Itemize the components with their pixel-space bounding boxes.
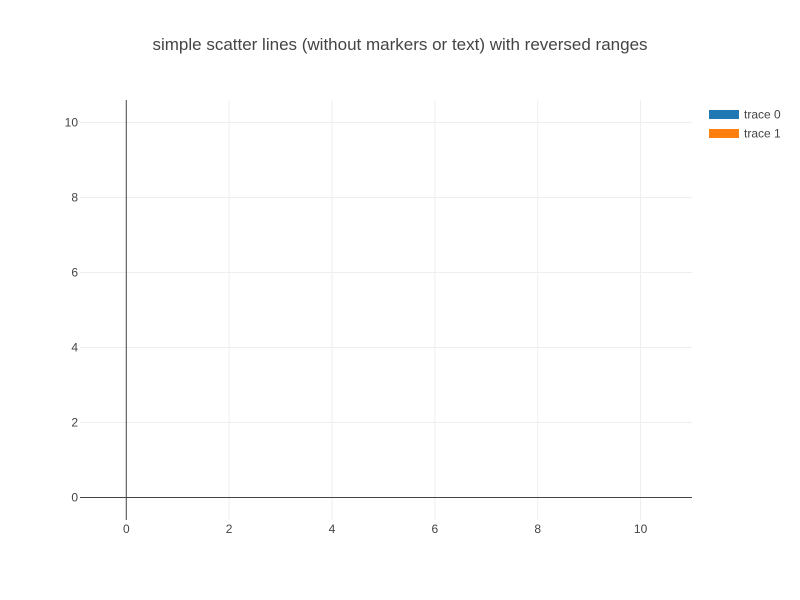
y-tick-label: 0 bbox=[71, 491, 78, 505]
legend[interactable]: trace 0 trace 1 bbox=[709, 108, 781, 141]
x-tick-label: 10 bbox=[634, 522, 648, 536]
y-tick-label: 4 bbox=[71, 341, 78, 355]
legend-label: trace 1 bbox=[744, 127, 781, 141]
legend-swatch bbox=[709, 110, 739, 119]
legend-swatch bbox=[709, 129, 739, 138]
y-tick-label: 6 bbox=[71, 266, 78, 280]
legend-label: trace 0 bbox=[744, 108, 781, 122]
chart-title: simple scatter lines (without markers or… bbox=[152, 35, 647, 54]
legend-item-1[interactable]: trace 1 bbox=[709, 127, 781, 141]
zero-lines bbox=[80, 100, 692, 520]
x-tick-label: 4 bbox=[329, 522, 336, 536]
x-tick-label: 8 bbox=[534, 522, 541, 536]
x-tick-label: 6 bbox=[432, 522, 439, 536]
x-gridlines bbox=[228, 100, 642, 520]
x-tick-labels: 0 2 4 6 8 10 bbox=[123, 522, 648, 536]
legend-item-0[interactable]: trace 0 bbox=[709, 108, 781, 122]
y-tick-label: 8 bbox=[71, 191, 78, 205]
x-tick-label: 2 bbox=[226, 522, 233, 536]
y-tick-label: 10 bbox=[65, 116, 79, 130]
y-tick-label: 2 bbox=[71, 416, 78, 430]
y-gridlines bbox=[80, 122, 692, 423]
y-tick-labels: 0 2 4 6 8 10 bbox=[65, 116, 79, 505]
x-tick-label: 0 bbox=[123, 522, 130, 536]
